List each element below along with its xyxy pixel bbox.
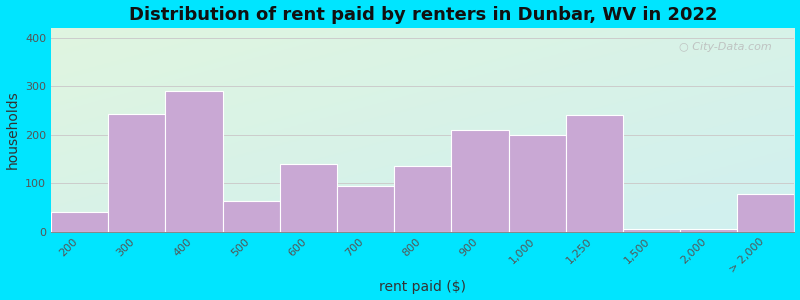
- Bar: [51, 212, 108, 232]
- Bar: [222, 201, 280, 232]
- Bar: [566, 115, 623, 232]
- Title: Distribution of rent paid by renters in Dunbar, WV in 2022: Distribution of rent paid by renters in …: [129, 6, 717, 24]
- Bar: [337, 187, 394, 232]
- Y-axis label: households: households: [6, 90, 19, 169]
- X-axis label: rent paid ($): rent paid ($): [379, 280, 466, 294]
- Bar: [280, 164, 337, 232]
- Bar: [680, 229, 738, 232]
- Text: ○ City-Data.com: ○ City-Data.com: [679, 42, 772, 52]
- Bar: [509, 135, 566, 232]
- Bar: [166, 91, 222, 232]
- Bar: [623, 229, 680, 232]
- Bar: [108, 114, 166, 232]
- Bar: [738, 194, 794, 232]
- Bar: [451, 130, 509, 232]
- Bar: [394, 166, 451, 232]
